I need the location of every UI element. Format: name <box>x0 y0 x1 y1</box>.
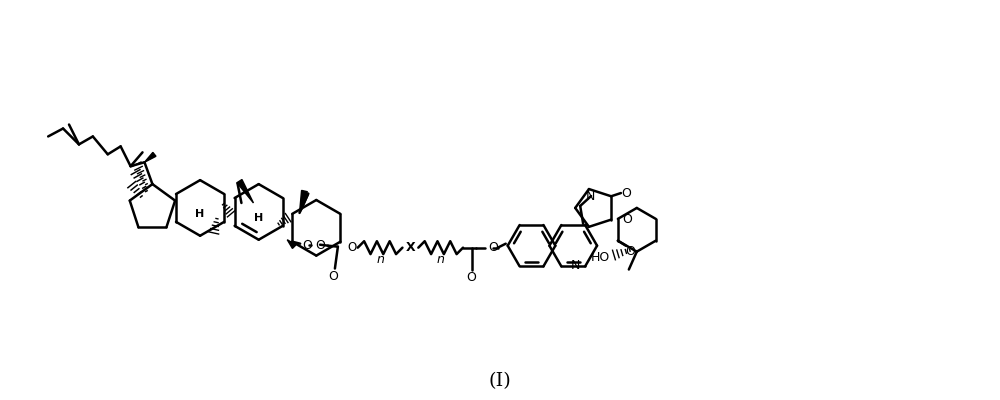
Text: N: N <box>585 190 595 202</box>
Text: (I): (I) <box>489 372 511 390</box>
Polygon shape <box>287 240 296 248</box>
Text: N: N <box>571 259 580 272</box>
Text: O: O <box>315 239 325 252</box>
Polygon shape <box>144 152 156 162</box>
Polygon shape <box>300 190 307 213</box>
Text: X: X <box>406 241 415 254</box>
Text: O: O <box>328 270 338 283</box>
Text: O: O <box>625 245 635 258</box>
Text: O: O <box>348 241 357 254</box>
Text: O: O <box>622 213 632 226</box>
Text: n: n <box>376 253 384 266</box>
Text: HO: HO <box>591 251 610 264</box>
Text: O: O <box>488 241 498 254</box>
Text: O: O <box>302 239 312 252</box>
Text: n: n <box>437 253 445 266</box>
Text: O: O <box>466 271 476 284</box>
Text: H: H <box>254 213 263 223</box>
Text: H: H <box>195 209 205 219</box>
Text: O: O <box>621 186 631 200</box>
Polygon shape <box>237 180 253 203</box>
